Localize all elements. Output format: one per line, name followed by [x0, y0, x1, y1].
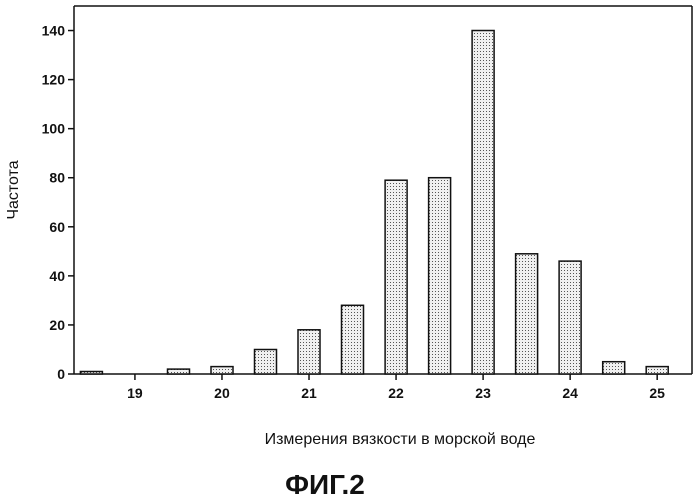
bar-6 — [385, 180, 407, 374]
y-tick-label-5: 100 — [42, 121, 66, 137]
bar-3 — [255, 350, 277, 375]
x-axis-title: Измерения вязкости в морской воде — [265, 431, 536, 448]
bar-1 — [168, 369, 190, 374]
y-tick-label-0: 0 — [57, 366, 65, 382]
bar-0 — [80, 372, 102, 375]
figure-label: ФИГ.2 — [285, 469, 365, 500]
y-tick-label-7: 140 — [42, 23, 66, 39]
bar-2 — [211, 367, 233, 374]
bar-7 — [429, 178, 451, 374]
y-tick-label-2: 40 — [49, 268, 65, 284]
x-tick-label-3: 22 — [388, 385, 404, 401]
bar-9 — [516, 254, 538, 374]
x-tick-label-5: 24 — [562, 385, 578, 401]
bars — [80, 31, 668, 375]
y-tick-label-6: 120 — [42, 72, 66, 88]
x-tick-label-6: 25 — [649, 385, 665, 401]
y-axis-title: Частота — [5, 160, 22, 219]
bar-11 — [603, 362, 625, 374]
x-tick-label-0: 19 — [127, 385, 143, 401]
bar-8 — [472, 31, 494, 375]
bar-5 — [342, 305, 364, 374]
x-tick-label-4: 23 — [475, 385, 491, 401]
bar-10 — [559, 261, 581, 374]
bar-4 — [298, 330, 320, 374]
x-ticks: 19 20 21 22 23 24 25 — [127, 374, 665, 401]
plot-area: 0 20 40 60 80 100 120 140 19 20 21 22 23 24 25 — [42, 6, 692, 401]
y-ticks: 0 20 40 60 80 100 120 140 — [42, 23, 74, 382]
y-tick-label-3: 60 — [49, 219, 65, 235]
bar-12 — [646, 367, 668, 374]
x-tick-label-2: 21 — [301, 385, 317, 401]
y-tick-label-4: 80 — [49, 170, 65, 186]
y-tick-label-1: 20 — [49, 317, 65, 333]
x-tick-label-1: 20 — [214, 385, 230, 401]
